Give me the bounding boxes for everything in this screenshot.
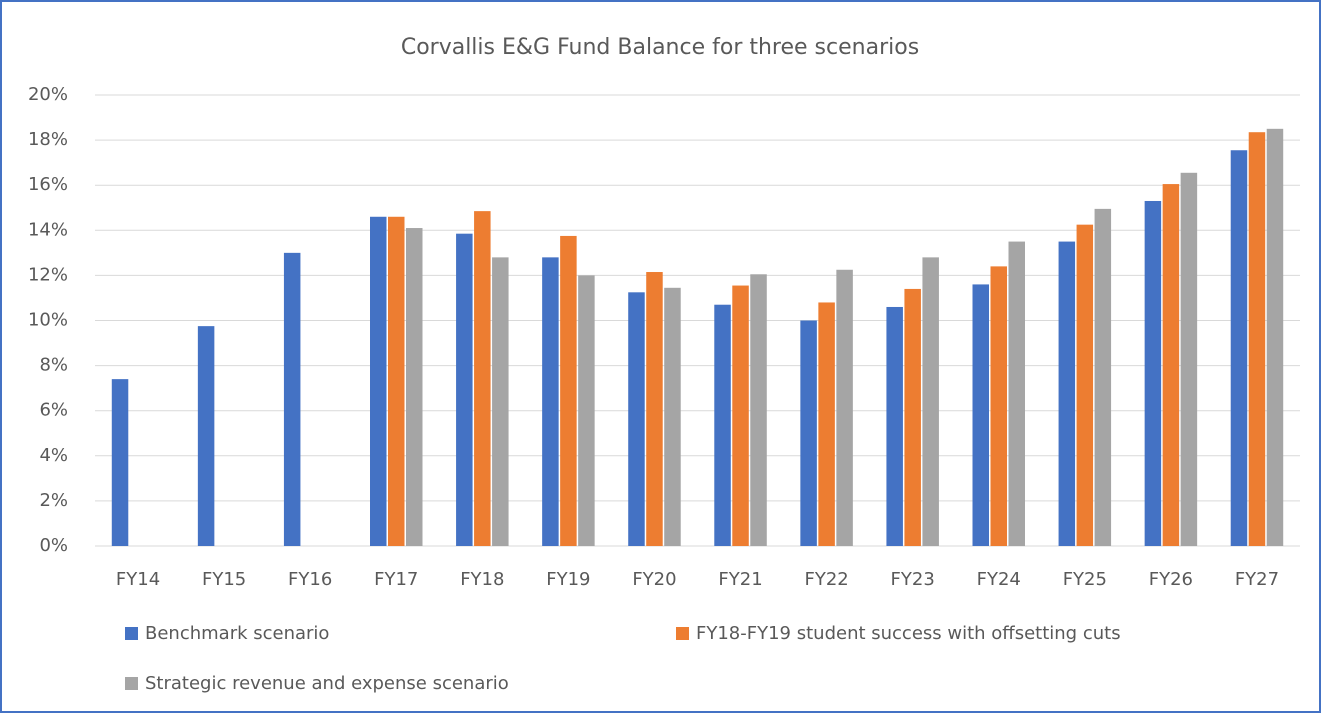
bar <box>1180 172 1198 547</box>
bar <box>818 302 835 546</box>
legend-swatch <box>676 627 689 640</box>
bar <box>1076 224 1094 546</box>
x-tick-label: FY22 <box>804 569 848 590</box>
x-tick-label: FY23 <box>891 569 935 590</box>
y-tick-label: 14% <box>28 219 68 240</box>
bar <box>283 252 301 546</box>
legend-label: Benchmark scenario <box>145 623 329 644</box>
x-tick-label: FY24 <box>977 569 1021 590</box>
x-tick-label: FY14 <box>116 569 160 590</box>
x-tick-label: FY26 <box>1149 569 1193 590</box>
y-tick-label: 16% <box>28 174 68 195</box>
bar <box>474 211 491 546</box>
y-tick-label: 18% <box>28 129 68 150</box>
x-tick-label: FY25 <box>1063 569 1107 590</box>
bar <box>542 257 559 546</box>
y-tick-label: 2% <box>39 490 68 511</box>
bar <box>1094 208 1112 546</box>
x-tick-label: FY15 <box>202 569 246 590</box>
y-tick-label: 6% <box>39 400 68 421</box>
bar <box>1058 241 1076 546</box>
bar <box>560 235 577 546</box>
chart-title: Corvallis E&G Fund Balance for three sce… <box>401 35 919 60</box>
x-tick-label: FY21 <box>718 569 762 590</box>
bar <box>664 287 681 546</box>
bar <box>456 233 473 546</box>
bar <box>197 326 215 546</box>
bar <box>972 284 989 546</box>
x-tick-label: FY18 <box>460 569 504 590</box>
y-tick-label: 4% <box>39 445 68 466</box>
bar <box>1248 132 1266 546</box>
bar <box>388 216 405 546</box>
bar <box>922 257 939 546</box>
legend-swatch <box>125 627 138 640</box>
legend-label: FY18-FY19 student success with offsettin… <box>696 623 1121 644</box>
bar <box>904 288 921 546</box>
bar <box>800 320 817 546</box>
y-tick-label: 20% <box>28 84 68 105</box>
bar <box>406 228 423 547</box>
bar <box>111 379 129 546</box>
bar <box>1008 241 1025 546</box>
bar <box>1162 184 1180 546</box>
bar <box>750 274 767 546</box>
bar <box>714 304 731 546</box>
bar <box>1144 200 1162 547</box>
x-tick-label: FY17 <box>374 569 418 590</box>
y-tick-label: 12% <box>28 264 68 285</box>
bar <box>1266 128 1284 546</box>
y-tick-label: 8% <box>39 355 68 376</box>
x-tick-label: FY16 <box>288 569 332 590</box>
bar <box>1230 150 1248 546</box>
bar <box>370 216 387 546</box>
y-tick-label: 0% <box>39 535 68 556</box>
legend-swatch <box>125 677 138 690</box>
bar <box>646 272 663 546</box>
x-tick-label: FY19 <box>546 569 590 590</box>
x-tick-label: FY20 <box>632 569 676 590</box>
x-tick-label: FY27 <box>1235 569 1279 590</box>
y-tick-label: 10% <box>28 310 68 331</box>
bar <box>732 285 749 546</box>
bar <box>990 266 1007 546</box>
bar <box>836 269 853 546</box>
bar <box>492 257 509 546</box>
bar <box>578 275 595 546</box>
bar <box>886 306 903 546</box>
legend-label: Strategic revenue and expense scenario <box>145 673 509 694</box>
bar <box>628 292 645 546</box>
